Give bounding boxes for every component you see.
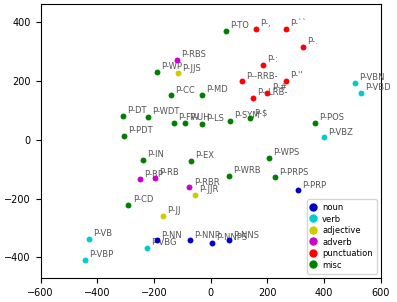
Text: P-WRB: P-WRB: [233, 166, 261, 175]
Point: [209, 240, 215, 245]
Legend: noun, verb, adjective, adverb, punctuation, misc: noun, verb, adjective, adverb, punctuati…: [307, 199, 377, 274]
Text: P-EX: P-EX: [195, 151, 214, 160]
Text: P-JJR: P-JJR: [199, 185, 219, 194]
Point: [247, 116, 253, 121]
Point: [358, 90, 364, 95]
Point: [264, 91, 271, 95]
Text: P-DT: P-DT: [127, 106, 146, 115]
Point: [86, 237, 93, 242]
Text: P-PRP: P-PRP: [302, 181, 326, 190]
Point: [144, 246, 150, 250]
Point: [260, 62, 266, 67]
Text: P-#: P-#: [272, 83, 287, 92]
Text: P-CD: P-CD: [133, 195, 153, 204]
Point: [171, 120, 177, 125]
Point: [320, 135, 327, 140]
Text: P--LRB-: P--LRB-: [257, 88, 287, 97]
Text: P-RB: P-RB: [159, 168, 179, 177]
Point: [283, 78, 289, 83]
Text: P-NNS: P-NNS: [233, 231, 259, 239]
Point: [199, 92, 205, 97]
Text: P-``: P-``: [290, 19, 306, 28]
Text: P-MD: P-MD: [206, 85, 228, 94]
Text: P--RRB-: P--RRB-: [246, 72, 278, 81]
Text: P-WPS: P-WPS: [273, 148, 299, 157]
Point: [151, 175, 158, 180]
Point: [300, 44, 306, 49]
Text: P-RBS: P-RBS: [181, 50, 206, 59]
Point: [199, 122, 205, 127]
Text: P-IN: P-IN: [147, 150, 164, 159]
Text: P-RP: P-RP: [144, 170, 163, 179]
Text: P-UH: P-UH: [189, 113, 210, 122]
Point: [173, 57, 180, 62]
Text: P-NNP: P-NNP: [195, 231, 220, 239]
Point: [352, 80, 358, 85]
Point: [272, 175, 279, 180]
Text: P-SYM: P-SYM: [234, 111, 260, 120]
Text: P-'': P-'': [290, 71, 303, 80]
Point: [253, 27, 259, 32]
Point: [226, 173, 232, 178]
Point: [187, 238, 193, 243]
Point: [223, 28, 229, 33]
Point: [125, 203, 132, 207]
Text: P-JJ: P-JJ: [167, 206, 180, 215]
Text: P-PDT: P-PDT: [128, 126, 153, 135]
Text: P-LS: P-LS: [206, 114, 224, 123]
Text: P-NNPS: P-NNPS: [216, 233, 247, 242]
Text: P-$: P-$: [254, 109, 268, 118]
Point: [295, 188, 301, 193]
Point: [168, 93, 174, 98]
Point: [250, 95, 256, 100]
Point: [312, 120, 318, 125]
Text: P-:: P-:: [268, 55, 278, 64]
Point: [226, 238, 232, 243]
Text: P-TO: P-TO: [231, 21, 249, 30]
Text: P-VBG: P-VBG: [151, 238, 177, 247]
Point: [192, 193, 198, 198]
Point: [137, 177, 143, 182]
Point: [159, 213, 166, 218]
Point: [186, 185, 193, 190]
Text: P-RBR: P-RBR: [194, 178, 219, 187]
Text: P-CC: P-CC: [175, 86, 195, 95]
Text: P-VBN: P-VBN: [360, 73, 385, 82]
Text: P-FW: P-FW: [178, 113, 199, 122]
Text: P-POS: P-POS: [319, 113, 344, 122]
Text: P-,: P-,: [260, 19, 271, 28]
Point: [154, 69, 160, 74]
Text: P-NN: P-NN: [162, 231, 182, 239]
Point: [182, 120, 189, 125]
Text: P-WDT: P-WDT: [152, 107, 180, 116]
Text: P-PRPS: P-PRPS: [279, 168, 309, 177]
Point: [119, 114, 126, 118]
Point: [121, 134, 127, 139]
Text: P-.: P-.: [307, 37, 318, 46]
Text: P-VBP: P-VBP: [89, 250, 114, 259]
Point: [145, 114, 152, 119]
Point: [266, 156, 272, 160]
Point: [239, 79, 245, 84]
Point: [139, 157, 146, 162]
Text: P-VBD: P-VBD: [365, 83, 391, 92]
Point: [227, 119, 233, 124]
Point: [283, 27, 289, 32]
Point: [82, 257, 89, 262]
Text: P-VBZ: P-VBZ: [328, 127, 353, 137]
Point: [188, 159, 194, 163]
Text: P-VB: P-VB: [93, 230, 113, 239]
Text: P-WP: P-WP: [161, 62, 182, 71]
Point: [175, 71, 181, 76]
Point: [154, 238, 160, 243]
Text: P-JJS: P-JJS: [182, 64, 201, 72]
